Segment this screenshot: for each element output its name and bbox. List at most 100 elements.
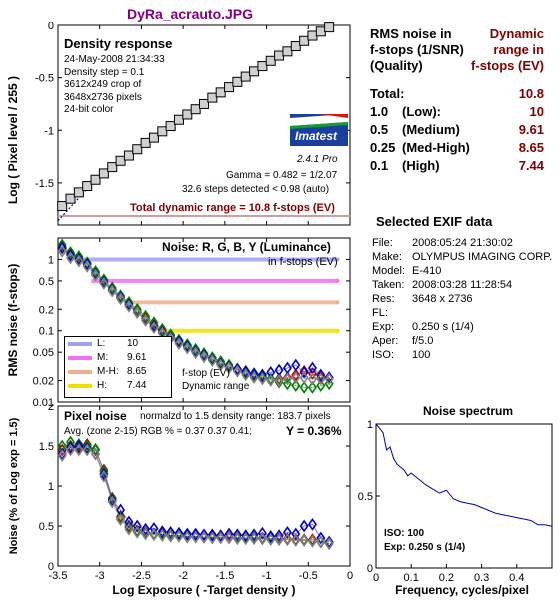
x-tick-label: -3 [95,570,105,582]
summary-label: 0.5 [370,122,389,137]
dr-level-end [335,300,340,305]
summary-label: 0.25 [370,140,396,155]
y-tick-label: 0.5 [358,491,373,503]
pixel-noise-point [141,527,151,541]
y-tick-label: 0.1 [39,326,54,338]
pixel-noise-point [216,529,226,542]
pixel-noise-point [232,532,242,546]
density-point [274,50,285,61]
legend-swatch [68,342,92,346]
density-info: 24-May-2008 21:34:33 Density step = 0.1 … [64,54,165,117]
pixel-noise-point [166,526,176,539]
noise-point [174,333,184,347]
noise-point [232,364,242,378]
density-info-line: Density step = 0.1 [64,66,145,78]
legend-swatch [68,384,92,388]
pixel-noise-point [274,529,284,542]
exif-key: Exp: [372,321,395,333]
file-title: DyRa_acrauto.JPG [126,6,254,22]
pixel-noise-point [107,495,117,509]
pixel-noise-point [307,518,317,531]
summary-value: 9.61 [518,122,544,137]
pixel-noise-point [124,522,134,536]
noise-title: Noise: R, G, B, Y (Luminance) [162,240,331,254]
noise-point [82,259,92,273]
noise-point [132,304,142,318]
x-tick-label: -2 [178,570,188,582]
pixel-noise-point [107,492,117,506]
x-tick-label: -0.5 [299,570,318,582]
noise-point [282,371,292,384]
x-tick-label: 0.1 [404,572,419,584]
density-point [165,121,176,132]
pixel-noise-point [66,441,75,454]
noise-point [241,368,251,382]
noise-point [182,340,192,353]
legend-value: 8.65 [127,366,147,377]
legend-value: 9.61 [127,352,147,363]
pixel-noise-xlabel: Log Exposure ( -Target density ) [112,583,295,597]
density-point [148,132,159,143]
density-point [324,22,335,33]
exif-value: 100 [412,349,431,361]
noise-point [274,374,284,387]
pixel-noise-point [324,535,334,549]
pixel-noise-point [91,447,101,461]
noise-legend: L: 10 M: 9.61 M-H: 8.65 H: 7.44 [64,336,172,398]
rms-noise-header: RMS noise in f-stops (1/SNR) (Quality) [370,26,464,74]
exif-value: 2008:03:28 11:28:54 [412,279,513,291]
noise-point [199,347,209,360]
summary-sub: (High) [402,158,440,173]
y-tick-label: 2 [48,404,54,413]
pixel-noise-point [249,532,259,546]
density-point [282,46,293,57]
pixel-noise-point [132,519,142,533]
pixel-noise-point [266,530,276,543]
y-tick-label: 1 [48,254,54,266]
pixel-noise-point [282,526,292,539]
noise-point [207,354,217,368]
density-plot: 0 -0.5 -1 -1.5 Log ( Pixel level / 255 ) [6,22,351,226]
rms-noise-header-line: RMS noise in [370,26,452,41]
spectrum-plot: 0 0.5 1 0 0.1 0.2 0.3 0.4 Frequency, cycles/pix… [358,420,553,597]
noise-point [299,381,309,394]
legend-swatch [68,356,92,360]
legend-row: H: 7.44 [65,379,171,393]
noise-point [91,264,101,278]
density-point [215,87,226,98]
noise-point [157,322,167,336]
y-tick-label: 1.5 [39,441,54,453]
legend-key: M: [97,352,109,363]
density-point [57,201,68,212]
noise-point [124,295,134,309]
y-tick-label: 1 [367,420,373,431]
y-tick-label: 0.05 [33,347,54,359]
noise-point [141,313,151,327]
spectrum-iso: ISO: 100 [384,528,425,539]
noise-point [57,238,67,252]
x-tick-label: -2.5 [132,570,151,582]
spectrum-xlabel: Frequency, cycles/pixel [395,583,529,597]
noise-point [107,281,117,295]
pixel-noise-point [207,528,217,542]
summary-value: 7.44 [518,158,544,173]
legend-row: L: 10 [65,337,171,351]
exif-title: Selected EXIF data [376,214,493,229]
legend-key: M-H: [97,366,119,377]
noise-point [224,361,234,375]
rms-noise-header-line: (Quality) [370,58,423,73]
noise-point [107,284,117,298]
pixel-noise-point [74,443,84,457]
density-point [98,168,109,179]
pixel-noise-point [174,526,184,540]
summary-row: 0.25 (Med-High) 8.65 [370,140,544,158]
pixel-noise-ylabel: Noise (% of Log exp = 1.5) [8,417,20,554]
exif-key: Aper: [372,335,399,347]
legend-row: M: 9.61 [65,351,171,365]
noise-point [207,351,217,364]
noise-point [282,377,292,391]
noise-point [266,366,276,379]
pixel-noise-y: Y = 0.36% [286,424,342,438]
y-tick-label: 0.02 [33,376,54,388]
pixel-noise-point [116,513,126,526]
